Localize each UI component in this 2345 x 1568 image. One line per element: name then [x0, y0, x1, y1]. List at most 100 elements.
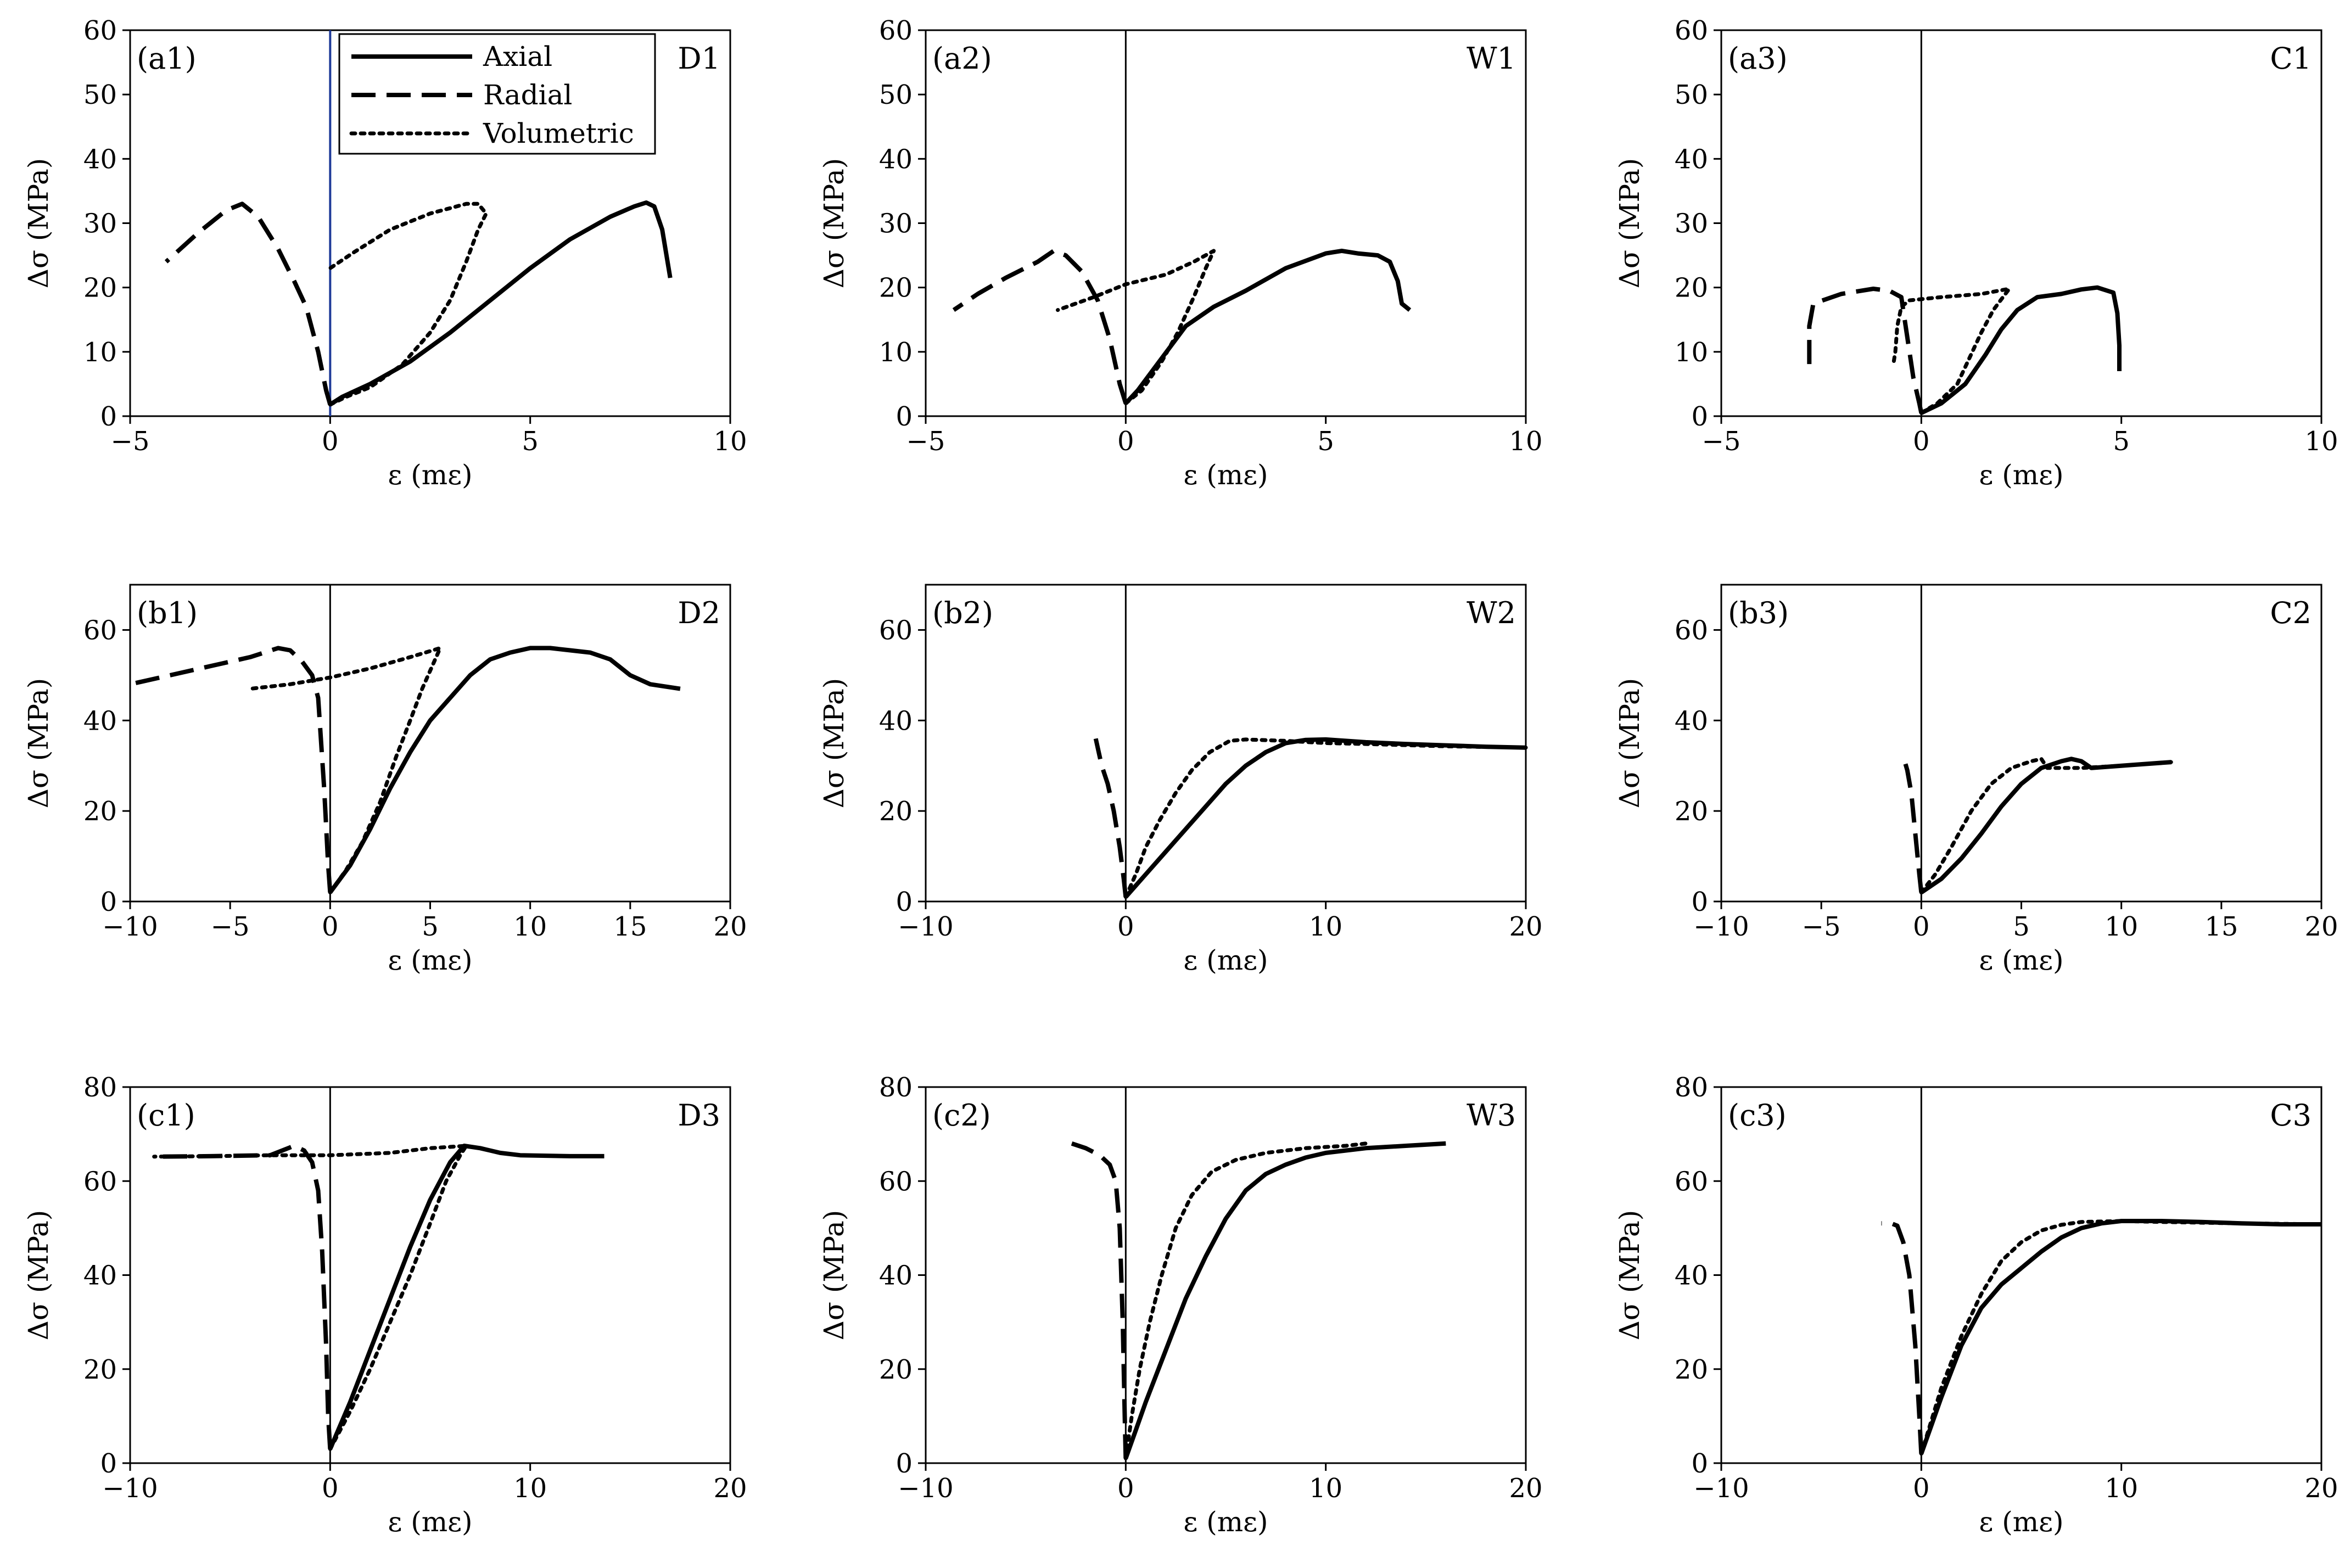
y-tick-label: 40	[879, 144, 913, 175]
x-tick-label: 0	[1913, 911, 1930, 942]
series-line-radial	[130, 646, 333, 893]
x-axis-title: ε (mε)	[1183, 459, 1268, 491]
x-tick-label: −5	[111, 426, 150, 457]
y-tick-label: 60	[879, 615, 913, 646]
series-line-radial	[1071, 1141, 1128, 1459]
x-tick-label: −5	[1702, 426, 1741, 457]
y-tick-label: 10	[83, 337, 117, 368]
x-tick-label: 15	[613, 911, 647, 942]
y-axis-title: Δσ (MPa)	[1614, 1210, 1646, 1341]
panel-label: (c3)	[1728, 1098, 1787, 1133]
chart-panel-b3: −10 −5 0 5 10 15 20 0 20 40 60 ε (mε) Δσ (MPa) (b3) C2	[1614, 584, 2338, 976]
x-tick-label: −10	[1693, 1473, 1749, 1504]
series-line-radial	[154, 1144, 333, 1449]
series-line-volumetric	[1056, 249, 1216, 406]
y-tick-label: 20	[1675, 1354, 1708, 1385]
series-line-volumetric	[1123, 737, 1528, 899]
series-line-radial	[1093, 738, 1128, 898]
series-line-volumetric	[1919, 757, 2174, 894]
plot-frame	[129, 1086, 731, 1464]
x-tick-label: −5	[906, 426, 945, 457]
x-axis-title: ε (mε)	[388, 1506, 472, 1538]
series-line-radial	[164, 201, 333, 405]
x-tick-label: 10	[2304, 426, 2338, 457]
y-tick-label: 20	[879, 1354, 913, 1385]
y-tick-label: 30	[83, 209, 117, 239]
specimen-label: C3	[2270, 1098, 2312, 1133]
x-tick-label: 10	[713, 426, 747, 457]
y-tick-label: 40	[879, 1261, 913, 1291]
specimen-label: D2	[678, 596, 720, 630]
y-tick-label: 40	[83, 705, 117, 736]
y-tick-label: 50	[1675, 80, 1708, 110]
y-tick-label: 40	[1675, 705, 1708, 736]
y-tick-label: 30	[1675, 209, 1708, 239]
x-axis-title: ε (mε)	[388, 459, 472, 491]
x-tick-label: −10	[1693, 911, 1749, 942]
plot-frame	[1720, 1086, 2322, 1464]
y-tick-label: 60	[83, 15, 117, 46]
specimen-label: C2	[2270, 596, 2312, 630]
y-tick-label: 40	[83, 1261, 117, 1291]
y-tick-label: 40	[83, 144, 117, 175]
series-line-radial	[1901, 759, 1924, 893]
series-line-axial	[1124, 248, 1412, 405]
y-axis-title: Δσ (MPa)	[23, 1210, 54, 1341]
y-tick-label: 80	[83, 1072, 117, 1103]
y-tick-label: 0	[1691, 887, 1708, 917]
y-tick-label: 60	[879, 15, 913, 46]
series-line-radial	[952, 248, 1128, 404]
legend-label-axial: Axial	[483, 41, 552, 72]
y-tick-label: 30	[879, 209, 913, 239]
x-tick-label: 20	[2304, 1473, 2338, 1504]
y-tick-label: 20	[1675, 796, 1708, 827]
series-line-radial	[1881, 1221, 1924, 1454]
legend: Axial Radial Volumetric	[338, 33, 656, 155]
y-tick-label: 60	[83, 1166, 117, 1197]
x-tick-label: 5	[2113, 426, 2130, 457]
series-line-volumetric	[1123, 1141, 1368, 1460]
series-line-axial	[328, 646, 681, 894]
x-tick-label: 10	[2105, 1473, 2138, 1504]
y-tick-label: 0	[100, 887, 117, 917]
series-line-volumetric	[1891, 287, 2012, 415]
y-tick-label: 20	[879, 796, 913, 827]
x-tick-label: −10	[102, 1473, 158, 1504]
y-tick-label: 80	[1675, 1072, 1708, 1103]
y-axis-title: Δσ (MPa)	[23, 158, 54, 289]
x-tick-label: 0	[1117, 911, 1134, 942]
y-tick-label: 50	[879, 80, 913, 110]
y-axis-title: Δσ (MPa)	[818, 1210, 850, 1341]
series-line-axial	[328, 1144, 605, 1450]
x-tick-label: 0	[1117, 426, 1134, 457]
y-tick-label: 0	[100, 401, 117, 432]
y-tick-label: 0	[100, 1448, 117, 1479]
x-tick-label: 5	[522, 426, 539, 457]
x-axis-title: ε (mε)	[1183, 944, 1268, 976]
x-tick-label: 10	[2105, 911, 2138, 942]
x-tick-label: 0	[322, 911, 339, 942]
specimen-label: D1	[678, 41, 720, 76]
specimen-label: D3	[678, 1098, 720, 1133]
panel-label: (a1)	[137, 41, 197, 76]
y-tick-label: 60	[879, 1166, 913, 1197]
y-tick-label: 40	[1675, 144, 1708, 175]
specimen-label: W3	[1467, 1098, 1516, 1133]
x-tick-label: −5	[1802, 911, 1841, 942]
y-tick-label: 60	[1675, 15, 1708, 46]
x-tick-label: 10	[513, 1473, 547, 1504]
chart-panel-b1: −10 −5 0 5 10 15 20 0 20 40 60 ε (mε) Δσ (MPa) (b1) D2	[23, 584, 747, 976]
x-tick-label: 5	[2013, 911, 2030, 942]
y-axis-title: Δσ (MPa)	[1614, 158, 1646, 289]
series-line-axial	[1919, 1219, 2321, 1455]
legend-label-radial: Radial	[483, 79, 572, 111]
x-tick-label: 15	[2204, 911, 2238, 942]
x-tick-label: 20	[713, 911, 747, 942]
x-tick-label: −10	[102, 911, 158, 942]
